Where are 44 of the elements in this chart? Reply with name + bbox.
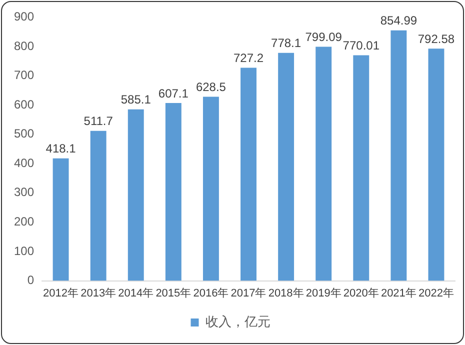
- y-tick-label: 400: [14, 156, 34, 170]
- data-label: 607.1: [158, 86, 189, 100]
- x-tick-label: 2013年: [80, 287, 116, 300]
- y-tick-label: 700: [14, 68, 34, 82]
- data-label: 778.1: [271, 36, 302, 50]
- y-tick-label: 300: [14, 185, 34, 200]
- y-tick-label: 200: [14, 214, 34, 229]
- x-tick-label: 2021年: [380, 287, 416, 300]
- bar: [428, 48, 444, 281]
- data-label: 628.5: [196, 80, 226, 94]
- bar: [278, 52, 294, 281]
- data-label: 854.99: [380, 14, 418, 28]
- bar: [316, 46, 332, 281]
- data-label: 585.1: [120, 92, 152, 107]
- legend-label: 收入，亿元: [205, 314, 270, 330]
- data-label: 770.01: [342, 38, 380, 53]
- bar: [90, 130, 106, 281]
- x-tick-label: 2017年: [230, 287, 266, 300]
- x-tick-label: 2018年: [268, 287, 304, 300]
- y-tick-label: 0: [27, 273, 34, 288]
- x-tick-label: 2015年: [156, 287, 192, 300]
- data-label: 792.58: [418, 32, 455, 46]
- bar: [240, 68, 256, 281]
- x-tick-label: 2014年: [118, 287, 154, 300]
- data-label: 799.09: [305, 30, 342, 44]
- data-label: 727.2: [233, 51, 264, 66]
- bar: [353, 55, 370, 281]
- x-tick-label: 2020年: [343, 287, 379, 300]
- y-tick-label: 500: [14, 126, 34, 141]
- x-tick-label: 2012年: [43, 287, 79, 300]
- y-tick-label: 100: [14, 244, 34, 258]
- bar: [128, 109, 144, 281]
- y-tick-label: 800: [14, 38, 34, 53]
- bar: [202, 96, 219, 281]
- y-tick-label: 600: [14, 97, 34, 112]
- x-tick-label: 2019年: [306, 287, 342, 300]
- bar: [165, 102, 182, 281]
- data-label: 511.7: [84, 114, 114, 128]
- y-tick-label: 900: [14, 10, 34, 24]
- x-tick-label: 2016年: [193, 287, 229, 300]
- data-label: 418.1: [46, 142, 76, 156]
- bar: [52, 158, 69, 281]
- bar: [390, 30, 407, 281]
- x-tick-label: 2022年: [418, 287, 454, 300]
